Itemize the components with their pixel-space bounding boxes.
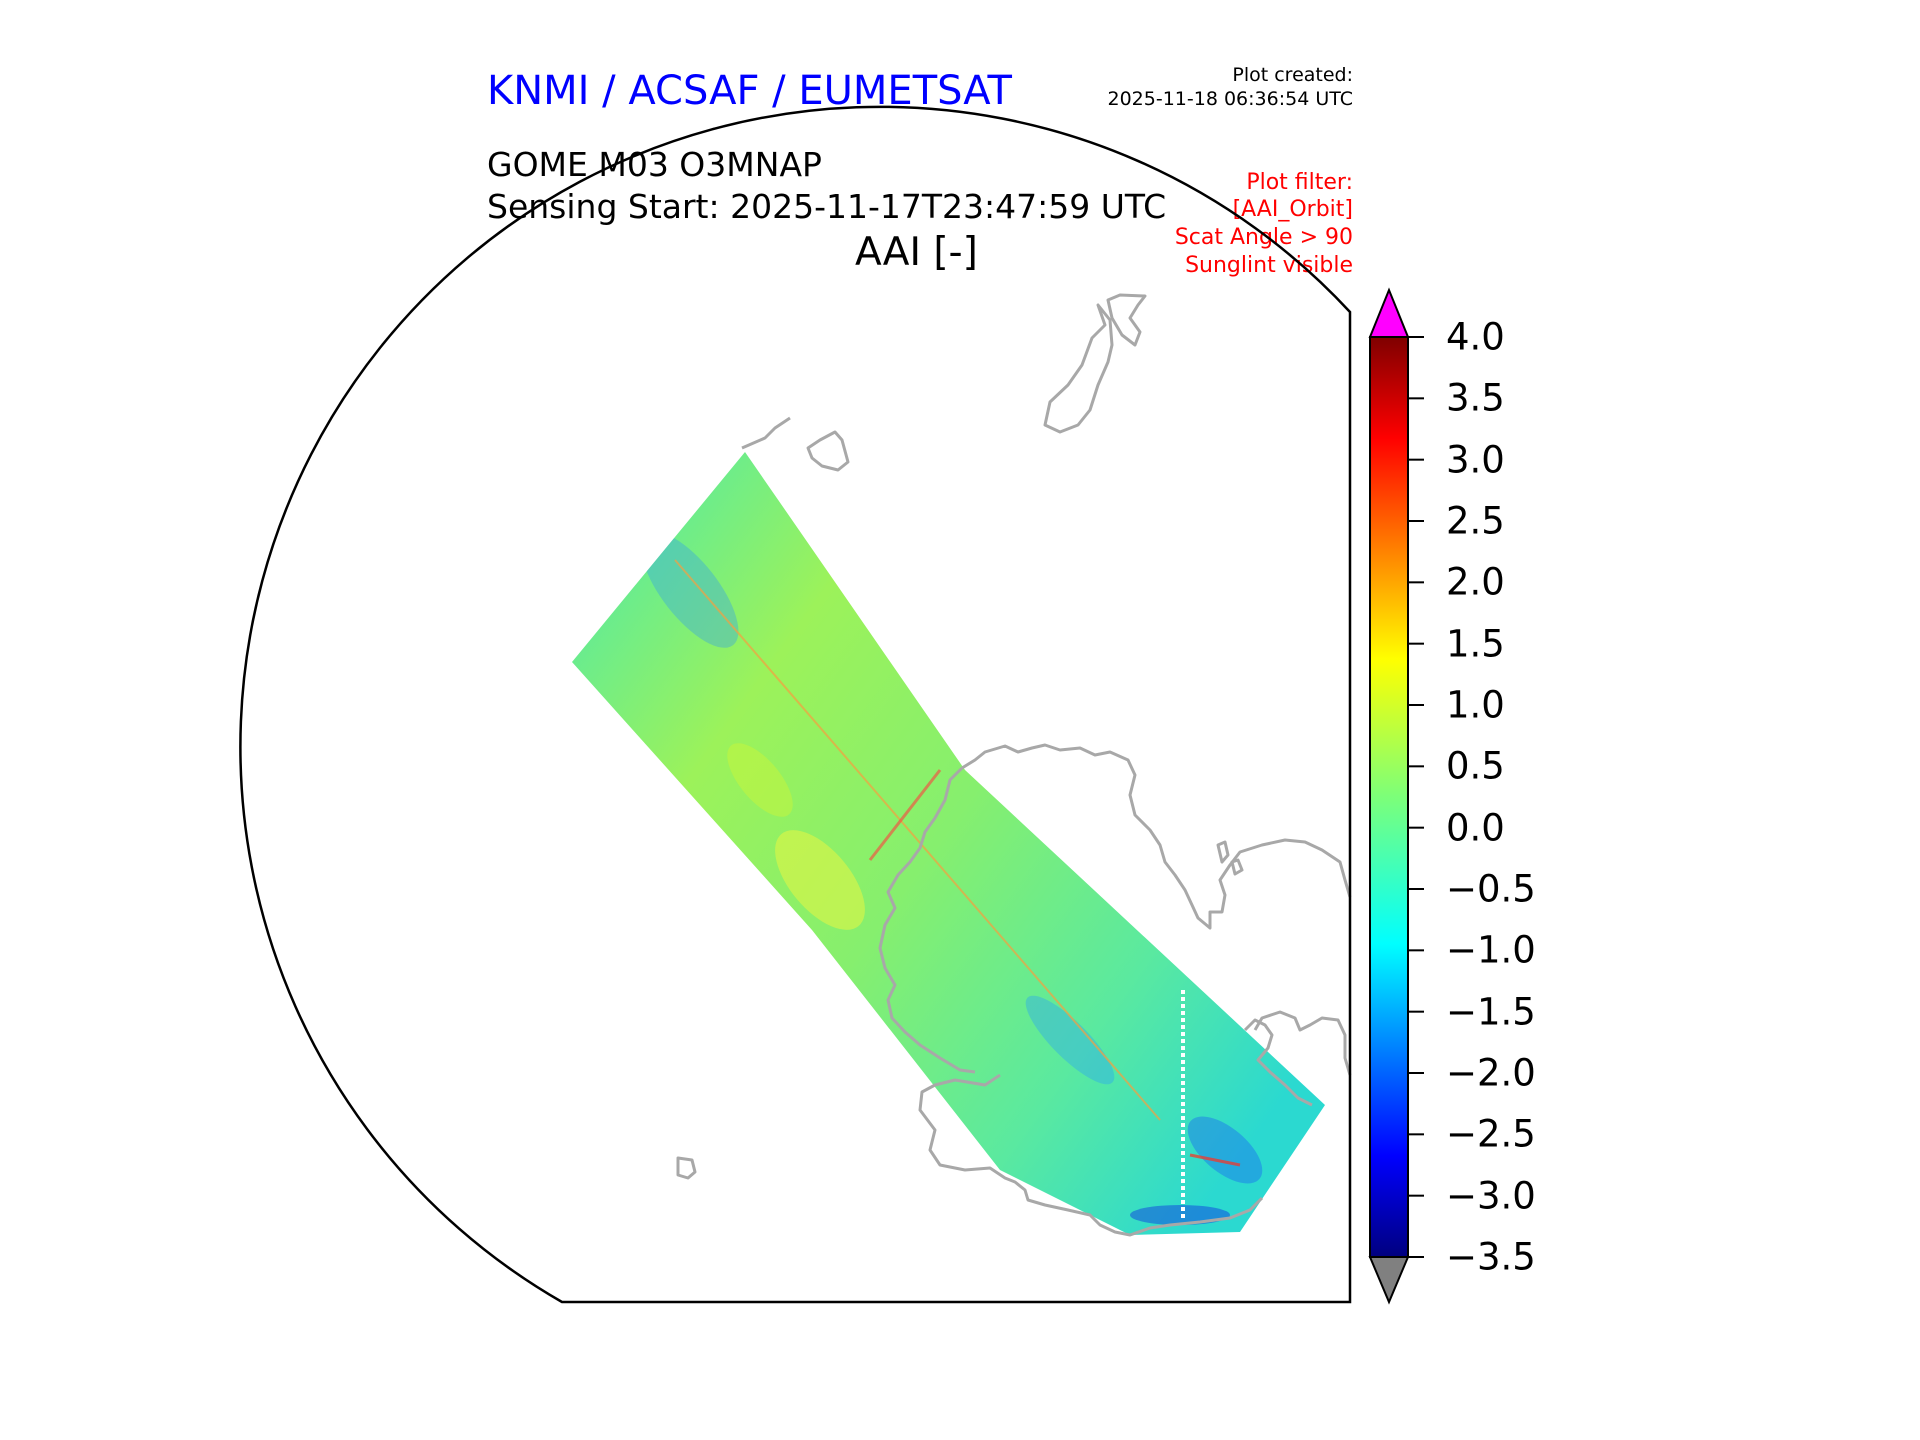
colorbar-tick-label: −0.5 <box>1446 867 1536 911</box>
coastline-new-zealand-south <box>1043 303 1114 434</box>
colorbar-tick-label: 0.0 <box>1446 806 1505 850</box>
plot-filter-name: [AAI_Orbit] <box>1232 197 1353 222</box>
coastline-inlet-1 <box>1216 840 1230 864</box>
colorbar-tick-label: −1.5 <box>1446 990 1536 1034</box>
organization-title: KNMI / ACSAF / EUMETSAT <box>487 68 1012 114</box>
colorbar-tick-label: 1.0 <box>1446 683 1505 727</box>
coastline-antarctica-east-upper <box>1253 1010 1352 1076</box>
coastline-antarctic-peninsula <box>878 766 976 1074</box>
coastline-island <box>806 430 850 472</box>
plot-filter-label: Plot filter: <box>1246 170 1353 195</box>
colorbar-tick-label: 2.0 <box>1446 560 1505 604</box>
sensing-start: Sensing Start: 2025-11-17T23:47:59 UTC <box>487 187 1167 226</box>
coastlines <box>676 293 1352 1237</box>
coastline-ross-weddell-coast <box>918 1073 1264 1237</box>
colorbar-tick-label: 2.5 <box>1446 499 1505 543</box>
colorbar <box>1368 287 1424 1305</box>
colorbar-ticks <box>1408 336 1424 1258</box>
colorbar-tick-label: −3.0 <box>1446 1174 1536 1218</box>
colorbar-tick-label: 1.5 <box>1446 622 1505 666</box>
colorbar-tick-label: 0.5 <box>1446 744 1505 788</box>
map-boundary <box>239 105 1352 1304</box>
plot-filter-scat-angle: Scat Angle > 90 <box>1174 225 1353 250</box>
swath-fill <box>572 452 1325 1235</box>
coastline-inlet-2 <box>1230 858 1244 876</box>
colorbar-tick-label: −3.5 <box>1446 1235 1536 1279</box>
plot-filter-sunglint: Sunglint visible <box>1185 253 1353 278</box>
colorbar-tick-label: −1.0 <box>1446 928 1536 972</box>
colorbar-extend-min <box>1368 1256 1410 1305</box>
variable-title: AAI [-] <box>855 230 978 275</box>
coastline-new-zealand-north <box>1106 293 1147 347</box>
colorbar-tick-label: −2.0 <box>1446 1051 1536 1095</box>
colorbar-extend-max <box>1368 287 1410 338</box>
colorbar-tick-label: 3.5 <box>1446 376 1505 420</box>
colorbar-tick-label: 4.0 <box>1446 315 1505 359</box>
colorbar-tick-label: −2.5 <box>1446 1112 1536 1156</box>
colorbar-tick-label: 3.0 <box>1446 438 1505 482</box>
coastline-tasmania-edge <box>741 416 791 450</box>
colorbar-gradient <box>1369 336 1409 1258</box>
coastline-antarctica-main <box>961 743 1352 930</box>
aai-swath <box>572 452 1325 1235</box>
plot-created-label: Plot created: <box>1232 64 1353 86</box>
plot-created-time: 2025-11-18 06:36:54 UTC <box>1107 88 1354 110</box>
swath-features <box>641 532 1263 1225</box>
coastline-small-island <box>676 1156 697 1180</box>
product-title: GOME M03 O3MNAP <box>487 145 822 184</box>
